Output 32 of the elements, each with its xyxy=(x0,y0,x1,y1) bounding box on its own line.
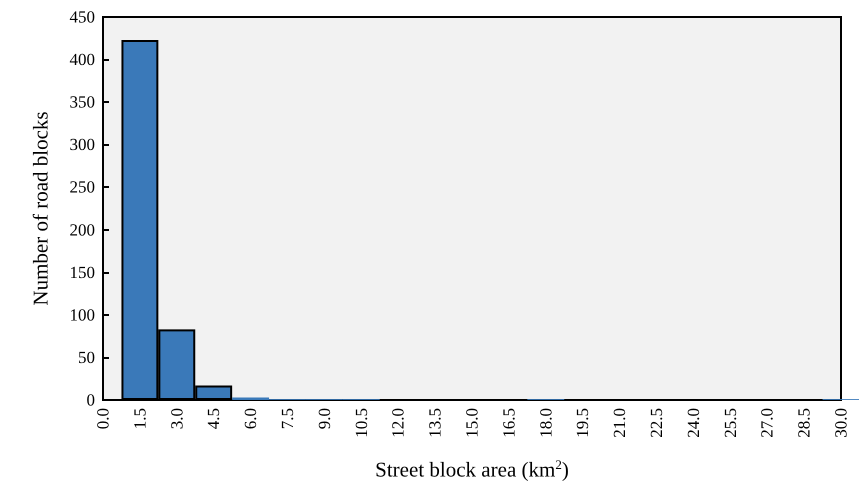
y-axis-title: Number of road blocks xyxy=(28,111,52,306)
y-tick-label: 100 xyxy=(70,305,95,324)
y-tick-label: 0 xyxy=(86,390,95,410)
y-tick-label: 250 xyxy=(70,178,95,197)
x-tick-label: 22.5 xyxy=(647,408,666,438)
x-tick-label: 0.0 xyxy=(94,408,112,430)
x-tick-label: 19.5 xyxy=(573,408,592,438)
y-tick-label: 400 xyxy=(70,50,95,70)
x-tick-label: 12.0 xyxy=(388,408,408,438)
x-tick-label: 21.0 xyxy=(610,408,630,438)
x-tick-label: 28.5 xyxy=(794,408,814,438)
x-tick-label: 4.5 xyxy=(204,408,224,430)
x-tick-label: 27.0 xyxy=(758,408,777,438)
y-tick-label: 300 xyxy=(70,135,95,154)
x-tick-label: 25.5 xyxy=(720,408,740,438)
y-tick-label: 350 xyxy=(70,92,95,112)
y-tick-label: 50 xyxy=(78,348,95,367)
x-tick-label: 10.5 xyxy=(352,408,371,438)
x-tick-label: 30.0 xyxy=(832,408,850,438)
y-tick-label: 150 xyxy=(70,262,95,282)
x-tick-label: 18.0 xyxy=(536,408,556,438)
x-tick-label: 16.5 xyxy=(499,408,518,438)
x-tick-label: 13.5 xyxy=(426,408,445,438)
x-tick-label: 6.0 xyxy=(241,408,260,430)
y-tick-label: 200 xyxy=(70,220,95,240)
x-tick-label: 24.0 xyxy=(684,408,703,438)
y-tick-label: 450 xyxy=(70,8,95,26)
x-tick-label: 7.5 xyxy=(278,408,297,430)
x-tick-label: 3.0 xyxy=(167,408,186,430)
x-tick-label: 1.5 xyxy=(130,408,150,430)
x-tick-label: 9.0 xyxy=(314,408,334,430)
x-tick-label: 15.0 xyxy=(462,408,482,438)
